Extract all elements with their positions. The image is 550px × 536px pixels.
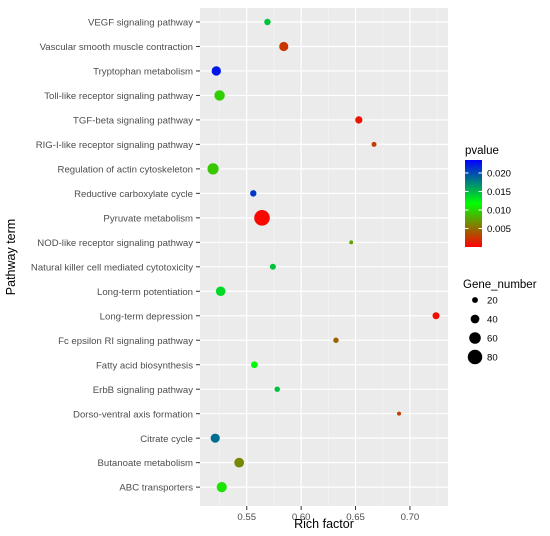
data-point (207, 163, 219, 175)
y-tick-label: Pyruvate metabolism (103, 213, 193, 224)
y-tick-label: ErbB signaling pathway (93, 385, 193, 396)
size-legend-label: 80 (487, 353, 498, 364)
data-point (432, 312, 440, 320)
data-point (254, 210, 270, 226)
y-tick-label: TGF-beta signaling pathway (73, 116, 193, 127)
size-legend-key (469, 332, 481, 344)
color-legend-tick-label: 0.020 (487, 168, 511, 179)
color-legend-ticks: 0.005 0.010 0.015 0.020 (465, 168, 511, 235)
size-legend-key (467, 349, 483, 365)
data-point (216, 482, 227, 493)
grid-major (200, 8, 448, 506)
data-point (250, 190, 257, 197)
y-tick-label: Citrate cycle (140, 434, 193, 445)
y-tick-label: Toll-like receptor signaling pathway (44, 91, 193, 102)
y-tick-label: ABC transporters (119, 483, 193, 494)
size-legend-items: 20 40 60 80 (467, 296, 498, 365)
size-legend-title: Gene_number (463, 279, 537, 291)
color-legend-tick-label: 0.005 (487, 224, 511, 235)
y-tick-label: Regulation of actin cytoskeleton (58, 164, 193, 175)
data-point (269, 263, 276, 270)
color-legend-tick-label: 0.010 (487, 205, 511, 216)
size-legend-key (470, 314, 480, 324)
x-axis: 0.55 0.60 0.65 0.70 (237, 506, 419, 523)
data-point (349, 240, 354, 245)
y-tick-label: Reductive carboxylate cycle (74, 189, 193, 200)
data-point (355, 116, 363, 124)
x-tick-label: 0.60 (292, 512, 311, 523)
x-tick-label: 0.65 (346, 512, 365, 523)
y-tick-label: VEGF signaling pathway (88, 18, 193, 29)
data-point (214, 90, 225, 101)
size-legend-label: 20 (487, 296, 498, 307)
size-legend-key (472, 297, 478, 303)
y-tick-label: Butanoate metabolism (98, 458, 193, 469)
data-point (274, 386, 280, 392)
data-point (234, 457, 245, 468)
data-point (215, 286, 226, 297)
data-point (371, 141, 377, 147)
data-point (210, 433, 220, 443)
points-layer (207, 18, 440, 493)
color-legend-bar (465, 160, 482, 247)
y-tick-label: Tryptophan metabolism (93, 67, 193, 78)
data-point (251, 361, 258, 369)
y-tick-label: Dorso-ventral axis formation (73, 409, 193, 420)
y-tick-label: Fatty acid biosynthesis (96, 360, 193, 371)
size-legend-label: 60 (487, 334, 498, 345)
y-axis-label: Pathway term (4, 219, 18, 295)
y-tick-label: Long-term potentiation (97, 287, 193, 298)
y-tick-label: NOD-like receptor signaling pathway (37, 238, 193, 249)
y-tick-label: Natural killer cell mediated cytotoxicit… (31, 262, 193, 273)
data-point (279, 41, 289, 52)
y-tick-label: RIG-I-like receptor signaling pathway (36, 140, 194, 151)
data-point (397, 411, 402, 416)
color-legend-tick-label: 0.015 (487, 187, 511, 198)
data-point (264, 18, 271, 26)
y-tick-label: Fc epsilon RI signaling pathway (58, 336, 193, 347)
x-tick-label: 0.55 (237, 512, 256, 523)
x-tick-label: 0.70 (401, 512, 420, 523)
size-legend-label: 40 (487, 315, 498, 326)
data-point (333, 337, 339, 343)
color-legend: pvalue 0.005 0.010 0.015 0.020 (465, 145, 511, 247)
plot-panel (200, 8, 448, 506)
size-legend: Gene_number 20 40 60 80 (463, 279, 537, 365)
y-tick-label: Long-term depression (100, 311, 193, 322)
x-axis-label: Rich factor (294, 517, 354, 531)
data-point (211, 66, 221, 76)
y-axis: VEGF signaling pathway Vascular smooth mu… (31, 18, 200, 494)
y-tick-label: Vascular smooth muscle contraction (40, 42, 193, 53)
color-legend-title: pvalue (465, 145, 499, 157)
grid-minor (219, 8, 438, 506)
